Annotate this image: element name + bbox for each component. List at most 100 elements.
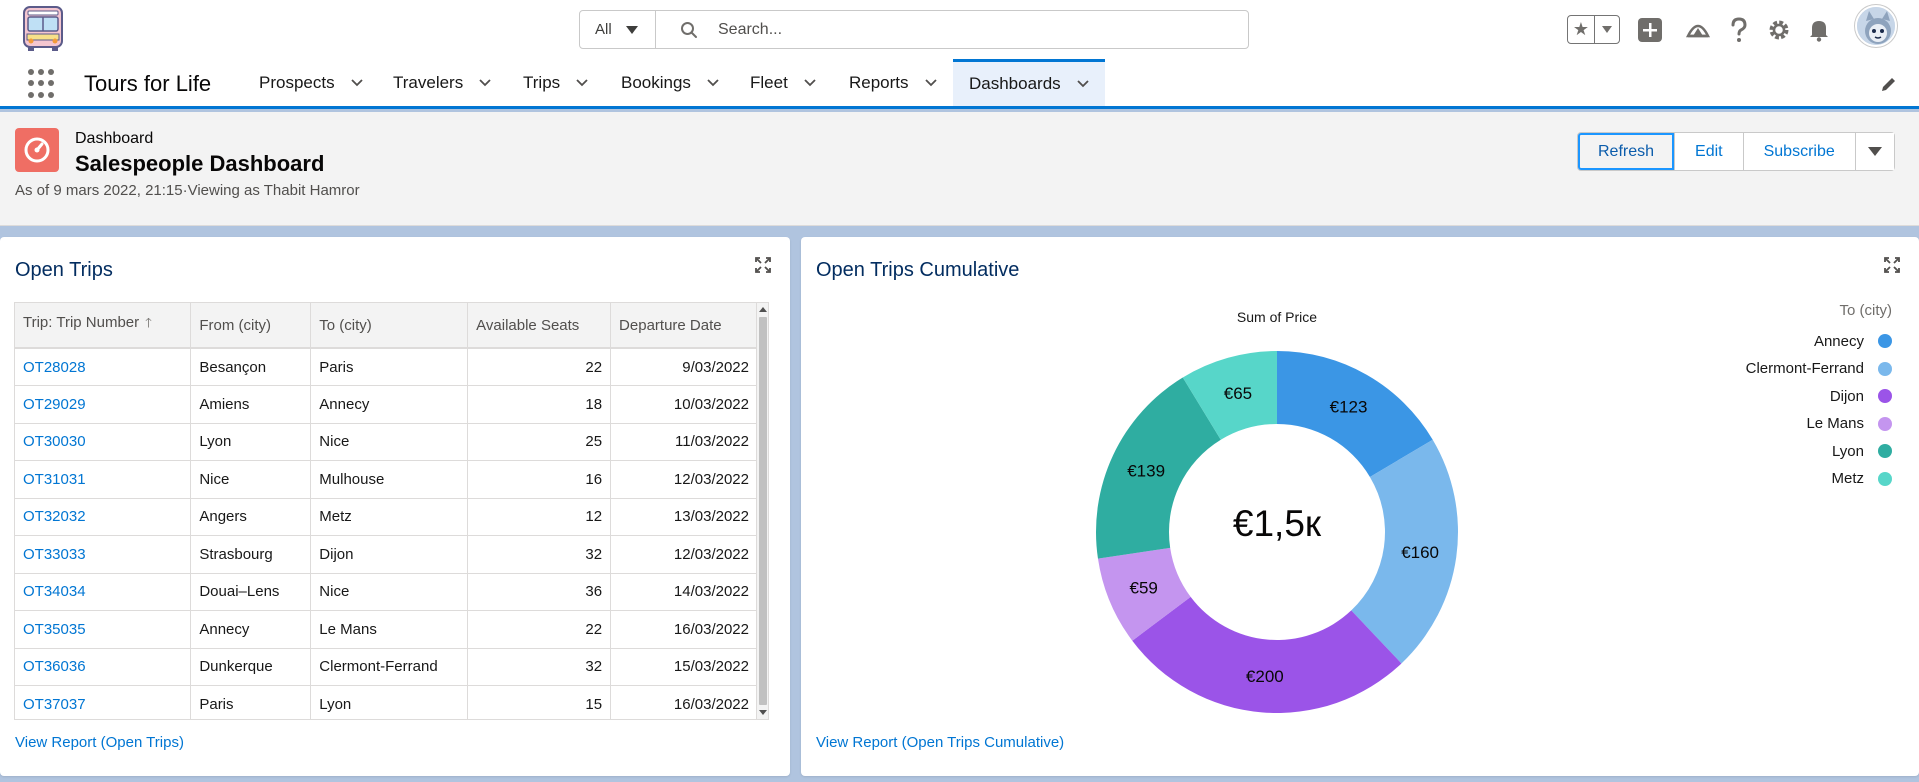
chevron-down-icon[interactable] (1077, 78, 1089, 90)
table-row: OT33033 Strasbourg Dijon 32 12/03/2022 (15, 535, 758, 574)
trip-number-link[interactable]: OT30030 (15, 423, 192, 461)
help-icon[interactable] (1726, 17, 1752, 43)
column-header-trip-number[interactable]: Trip: Trip Number 🡑 (15, 303, 192, 349)
trailhead-icon[interactable] (1685, 17, 1711, 43)
departure-date-cell: 14/03/2022 (610, 573, 758, 611)
card-title: Open Trips Cumulative (816, 259, 1020, 281)
legend-item[interactable]: Lyon (1832, 441, 1892, 461)
nav-item-trips[interactable]: Trips (523, 59, 588, 106)
table-row: OT32032 Angers Metz 12 13/03/2022 (15, 498, 758, 536)
edit-button[interactable]: Edit (1675, 133, 1744, 170)
view-report-cumulative-link[interactable]: View Report (Open Trips Cumulative) (816, 734, 1065, 751)
sort-ascending-icon[interactable]: 🡑 (145, 315, 152, 330)
chart-title: Sum of Price (1237, 309, 1317, 325)
donut-slice-label: €65 (1224, 384, 1252, 403)
nav-item-dashboards[interactable]: Dashboards (953, 59, 1105, 106)
table-row: OT36036 Dunkerque Clermont-Ferrand 32 15/03/… (15, 648, 758, 686)
caret-down-icon (625, 25, 638, 34)
legend-label: Metz (1831, 470, 1864, 487)
legend-swatch (1878, 444, 1892, 458)
nav-item-prospects[interactable]: Prospects (259, 59, 363, 106)
table-scrollbar[interactable] (756, 303, 768, 719)
favorites-dropdown-icon[interactable] (1595, 16, 1619, 43)
view-report-open-trips-link[interactable]: View Report (Open Trips) (15, 734, 184, 751)
trip-number-link[interactable]: OT33033 (15, 535, 192, 574)
to-city-cell: Paris (310, 348, 469, 386)
scroll-down-icon[interactable] (759, 710, 767, 715)
departure-date-cell: 13/03/2022 (610, 498, 758, 536)
bus-logo-icon[interactable] (18, 4, 70, 54)
edit-nav-pencil-icon[interactable] (1880, 75, 1898, 93)
scroll-thumb[interactable] (759, 317, 767, 705)
column-header-available-seats[interactable]: Available Seats (467, 303, 612, 349)
from-city-cell: Strasbourg (190, 535, 312, 574)
legend-swatch (1878, 416, 1892, 431)
legend-item[interactable]: Clermont-Ferrand (1746, 359, 1892, 379)
gear-icon[interactable] (1766, 17, 1792, 43)
legend-item[interactable]: Annecy (1814, 331, 1892, 351)
donut-slice-label: €139 (1127, 462, 1165, 481)
trip-number-link[interactable]: OT34034 (15, 573, 192, 611)
trip-number-link[interactable]: OT37037 (15, 685, 192, 719)
donut-slice-metz[interactable] (1182, 351, 1277, 440)
scroll-up-icon[interactable] (759, 307, 767, 312)
nav-item-fleet[interactable]: Fleet (750, 59, 816, 106)
chevron-down-icon[interactable] (350, 77, 363, 89)
to-city-cell: Nice (310, 423, 469, 461)
to-city-cell: Metz (310, 498, 469, 536)
chevron-down-icon[interactable] (576, 77, 588, 89)
legend-swatch (1878, 471, 1892, 486)
global-actions-plus-icon[interactable] (1637, 17, 1663, 43)
trip-number-link[interactable]: OT28028 (15, 348, 192, 386)
nav-item-bookings[interactable]: Bookings (621, 59, 719, 106)
search-input[interactable] (718, 20, 1218, 39)
donut-slice-lyon[interactable] (1096, 377, 1221, 559)
favorites-star-icon[interactable]: ★ (1568, 16, 1595, 43)
expand-icon[interactable] (1884, 257, 1900, 273)
more-actions-icon[interactable] (1855, 133, 1894, 170)
from-city-cell: Besançon (190, 348, 312, 386)
legend-item[interactable]: Le Mans (1806, 414, 1892, 434)
donut-slice-dijon[interactable] (1132, 596, 1402, 713)
app-launcher-icon[interactable] (28, 69, 58, 99)
to-city-cell: Clermont-Ferrand (310, 648, 469, 686)
departure-date-cell: 9/03/2022 (610, 348, 758, 386)
chevron-down-icon[interactable] (479, 77, 491, 89)
donut-slice-label: €59 (1129, 579, 1157, 598)
table-header-row: Trip: Trip Number 🡑 From (city) To (city)… (15, 303, 758, 349)
expand-icon[interactable] (755, 257, 771, 273)
trip-number-link[interactable]: OT36036 (15, 648, 192, 686)
trip-number-link[interactable]: OT31031 (15, 460, 192, 499)
column-header-from[interactable]: From (city) (190, 303, 312, 349)
subscribe-button[interactable]: Subscribe (1743, 133, 1856, 170)
donut-slice-le-mans[interactable] (1097, 547, 1191, 641)
global-search: All (579, 10, 1249, 49)
trip-number-link[interactable]: OT32032 (15, 498, 192, 536)
to-city-cell: Mulhouse (310, 460, 469, 499)
nav-item-label: Travelers (393, 72, 464, 92)
donut-slice-annecy[interactable] (1277, 351, 1433, 477)
nav-item-reports[interactable]: Reports (849, 59, 937, 106)
nav-item-travelers[interactable]: Travelers (393, 59, 491, 106)
refresh-button[interactable]: Refresh (1578, 133, 1676, 170)
column-header-departure-date[interactable]: Departure Date (610, 303, 758, 349)
chevron-down-icon[interactable] (804, 77, 816, 89)
donut-chart: Sum of Price €123 €160 €200 €59 €139 €65 €1,5… (1096, 309, 1458, 713)
trip-number-link[interactable]: OT35035 (15, 610, 192, 649)
trip-number-link[interactable]: OT29029 (15, 385, 192, 424)
notification-bell-icon[interactable] (1806, 17, 1832, 43)
search-scope-dropdown[interactable]: All (580, 11, 656, 48)
column-header-to[interactable]: To (city) (310, 303, 469, 349)
search-scope-label: All (595, 21, 612, 38)
table-row: OT37037 Paris Lyon 15 16/03/2022 (15, 685, 758, 719)
search-box (656, 11, 1248, 48)
legend-item[interactable]: Metz (1831, 469, 1892, 489)
available-seats-cell: 32 (467, 535, 612, 574)
legend-item[interactable]: Dijon (1830, 386, 1892, 406)
user-avatar[interactable] (1855, 5, 1897, 47)
page-title: Salespeople Dashboard (75, 151, 325, 176)
chevron-down-icon[interactable] (924, 77, 937, 89)
donut-slice-clermont-ferrand[interactable] (1351, 439, 1458, 664)
chevron-down-icon[interactable] (707, 77, 719, 89)
legend-label: Le Mans (1806, 415, 1864, 432)
